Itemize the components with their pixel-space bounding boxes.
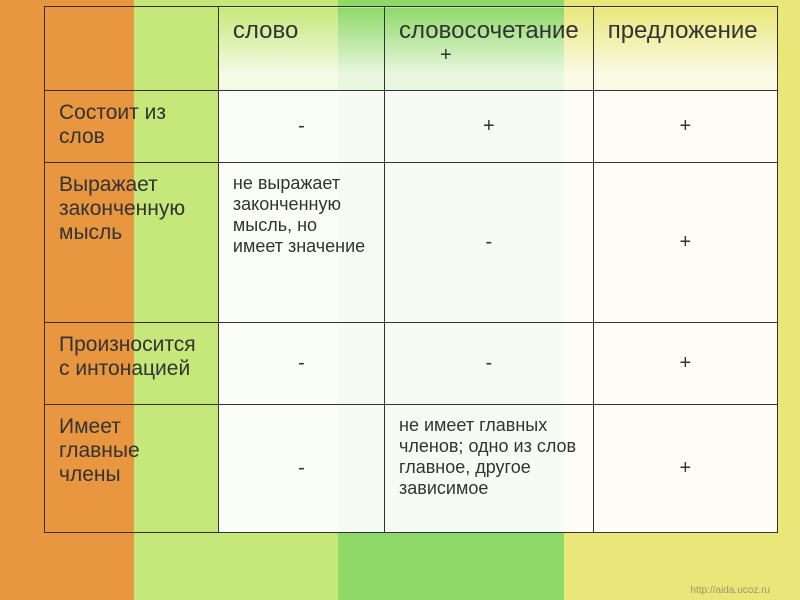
row-label: Выражает законченную мысль <box>45 163 219 323</box>
table-row: Произносится с интонацией - - + <box>45 323 778 405</box>
table-header-row: слово словосочетание предложение <box>45 7 778 91</box>
cell: - <box>218 323 384 405</box>
cell: не выражает законченную мысль, но имеет … <box>218 163 384 323</box>
cell: - <box>218 405 384 533</box>
overlay-plus-icon: + <box>440 44 452 67</box>
header-sentence: предложение <box>593 7 777 91</box>
header-empty <box>45 7 219 91</box>
cell: - <box>385 163 594 323</box>
table-row: Состоит из слов - + + <box>45 91 778 163</box>
table-row: Имеет главные члены - не имеет главных ч… <box>45 405 778 533</box>
cell: + <box>593 323 777 405</box>
row-label: Имеет главные члены <box>45 405 219 533</box>
header-phrase: словосочетание <box>385 7 594 91</box>
cell: не имеет главных членов; одно из слов гл… <box>385 405 594 533</box>
cell: + <box>385 91 594 163</box>
footer-url: http://aida.ucoz.ru <box>691 585 771 596</box>
cell: - <box>385 323 594 405</box>
row-label: Произносится с интонацией <box>45 323 219 405</box>
table-row: Выражает законченную мысль не выражает з… <box>45 163 778 323</box>
cell: + <box>593 91 777 163</box>
content-area: + слово словосочетание предложение Состо… <box>0 0 800 600</box>
cell: + <box>593 163 777 323</box>
row-label: Состоит из слов <box>45 91 219 163</box>
cell: + <box>593 405 777 533</box>
cell: - <box>218 91 384 163</box>
header-word: слово <box>218 7 384 91</box>
comparison-table: слово словосочетание предложение Состоит… <box>44 6 778 533</box>
